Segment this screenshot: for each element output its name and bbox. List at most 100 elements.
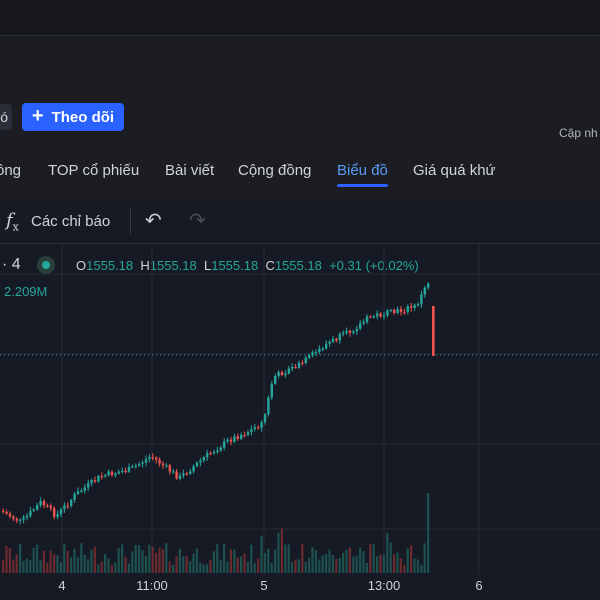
tab-top-stocks[interactable]: TOP cổ phiếu xyxy=(48,162,140,179)
candle xyxy=(165,465,168,467)
volume-bar xyxy=(270,562,273,573)
volume-bar xyxy=(90,549,93,573)
candle xyxy=(386,310,389,316)
tab-articles[interactable]: Bài viết xyxy=(165,162,215,179)
candle xyxy=(328,341,331,344)
candle xyxy=(342,332,345,335)
volume-bar xyxy=(83,554,86,573)
redo-icon[interactable]: ↷ xyxy=(189,210,206,232)
candle xyxy=(393,309,396,313)
volume-bar xyxy=(301,544,304,573)
candle xyxy=(124,470,127,473)
candle xyxy=(46,505,49,507)
indicators-icon[interactable]: fx xyxy=(6,210,19,234)
volume-bar xyxy=(250,544,253,573)
chart-panel[interactable] xyxy=(0,199,600,600)
volume-bar xyxy=(229,549,232,573)
candle xyxy=(277,372,280,376)
volume-bar xyxy=(107,558,110,573)
tab-overview[interactable]: ồng xyxy=(0,162,22,179)
volume-bar xyxy=(396,552,399,573)
volume-bar xyxy=(192,553,195,573)
candle xyxy=(280,372,284,376)
volume-bar xyxy=(63,543,66,573)
volume-bar xyxy=(223,543,226,573)
tab-community[interactable]: Cộng đồng xyxy=(238,162,312,179)
candle xyxy=(185,473,188,475)
candle xyxy=(240,434,243,439)
volume-bar xyxy=(297,559,300,573)
volume-bar xyxy=(240,556,243,573)
candle xyxy=(338,334,341,341)
candle xyxy=(432,306,435,356)
candle xyxy=(206,453,209,458)
volume-bar xyxy=(117,548,120,573)
candle xyxy=(73,494,76,500)
volume-bar xyxy=(226,561,229,573)
candle xyxy=(226,439,229,442)
interval-label: · 4 xyxy=(2,256,21,273)
volume-bar xyxy=(212,551,215,573)
candle xyxy=(331,338,335,342)
volume-bar xyxy=(56,555,59,573)
candle xyxy=(107,471,110,476)
candle xyxy=(382,315,386,317)
volume-bar xyxy=(294,559,297,573)
volume-bar xyxy=(42,550,45,573)
volume-bar xyxy=(93,546,96,573)
candle xyxy=(372,316,375,318)
candle xyxy=(389,309,392,312)
candle xyxy=(304,357,307,364)
candle xyxy=(294,366,297,369)
candle xyxy=(427,283,430,288)
candle xyxy=(32,509,35,511)
volume-bar xyxy=(420,564,423,573)
indicators-button[interactable]: Các chỉ báo xyxy=(31,213,111,230)
volume-bar xyxy=(114,562,117,573)
volume-bar xyxy=(311,547,314,573)
candle xyxy=(178,475,182,479)
candle xyxy=(369,316,372,318)
volume-bar xyxy=(168,561,171,573)
volume-bar xyxy=(185,555,188,573)
volume-bar xyxy=(416,559,419,573)
prev-action-button[interactable]: ó xyxy=(0,104,12,130)
candle xyxy=(121,470,124,473)
candle xyxy=(325,343,328,349)
volume-bar xyxy=(70,557,73,573)
candle xyxy=(318,348,321,352)
volume-bar xyxy=(260,536,263,573)
volume-bar xyxy=(413,558,416,573)
volume-bar xyxy=(389,542,392,573)
volume-bar xyxy=(403,564,406,573)
candle xyxy=(195,462,199,467)
volume-bar xyxy=(304,561,307,573)
undo-icon[interactable]: ↶ xyxy=(145,210,162,232)
volume-bar xyxy=(284,544,287,573)
tab-chart[interactable]: Biểu đồ xyxy=(337,162,388,187)
candle xyxy=(100,476,103,478)
candle xyxy=(260,422,263,428)
candle xyxy=(151,457,154,459)
volume-bar xyxy=(338,557,341,573)
volume-bar xyxy=(32,547,35,573)
volume-bar xyxy=(209,559,212,573)
candle xyxy=(243,434,246,437)
candle xyxy=(110,471,114,476)
volume-bar xyxy=(195,548,198,573)
volume-bar xyxy=(321,555,324,573)
candle xyxy=(410,306,413,308)
volume-bar xyxy=(393,554,396,573)
candle xyxy=(345,330,348,333)
candle xyxy=(93,480,97,482)
volume-bar xyxy=(141,550,144,573)
volume-bar xyxy=(372,544,375,573)
follow-button[interactable]: + Theo dõi xyxy=(22,103,124,131)
volume-bar xyxy=(49,550,52,573)
volume-bar xyxy=(325,554,328,573)
tab-history[interactable]: Giá quá khứ xyxy=(413,162,496,179)
volume-bar xyxy=(267,548,270,573)
candle xyxy=(229,439,233,442)
price-chart[interactable] xyxy=(0,244,600,600)
volume-bar xyxy=(406,548,409,573)
